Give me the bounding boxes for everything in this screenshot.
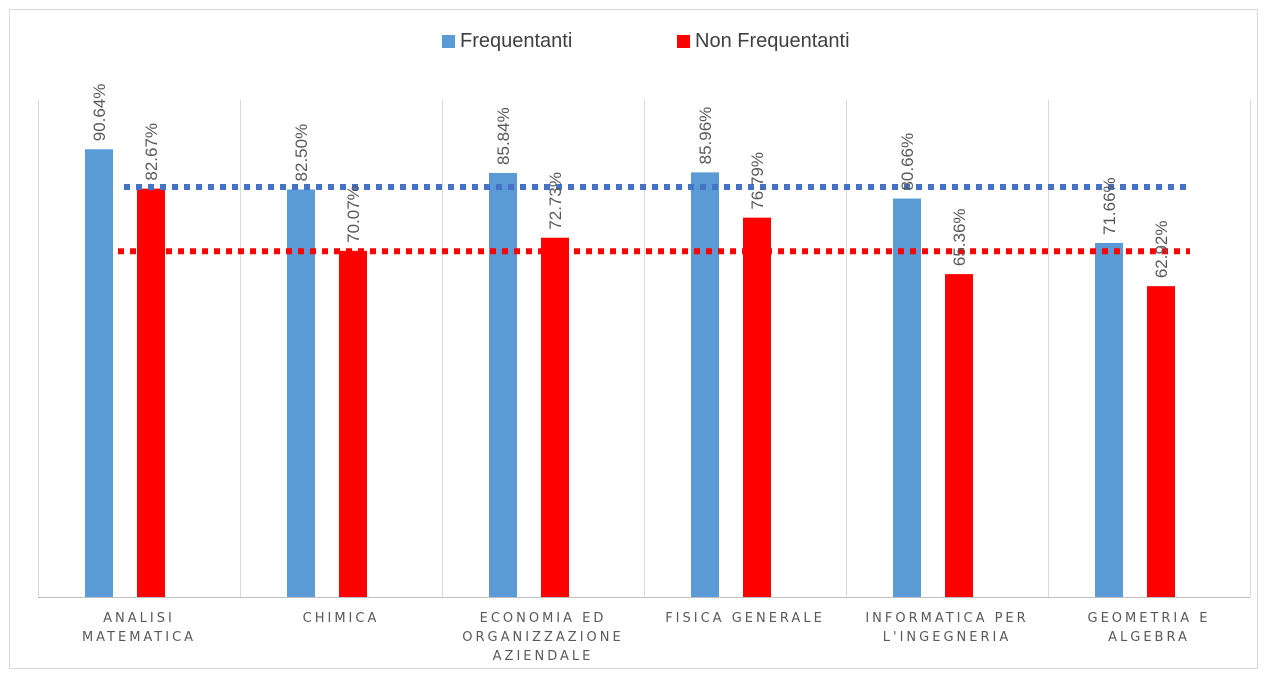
bar xyxy=(339,250,367,598)
bar xyxy=(945,274,973,597)
data-label: 72.73% xyxy=(546,172,565,230)
data-label: 70.07% xyxy=(344,185,363,243)
bar xyxy=(1095,242,1123,597)
category-label: CHIMICA xyxy=(303,611,380,626)
category-label: INFORMATICA PER xyxy=(865,611,1028,626)
bar xyxy=(743,217,771,597)
chart-frame xyxy=(9,9,1258,669)
bar xyxy=(893,198,921,597)
legend-swatch-frequentanti xyxy=(442,35,455,48)
data-label: 82.67% xyxy=(142,123,161,181)
category-label: ORGANIZZAZIONE xyxy=(462,630,623,645)
data-label: 90.64% xyxy=(90,84,109,142)
category-label: ECONOMIA ED xyxy=(480,611,607,626)
legend-swatch-non-frequentanti xyxy=(677,35,690,48)
legend-label-frequentanti: Frequentanti xyxy=(460,30,573,52)
category-label: FISICA GENERALE xyxy=(665,611,825,626)
data-label: 71.66% xyxy=(1100,177,1119,235)
data-label: 65.36% xyxy=(950,208,969,266)
legend: Frequentanti Non Frequentanti xyxy=(0,30,1269,60)
legend-item-frequentanti: Frequentanti xyxy=(442,30,572,53)
bar xyxy=(489,172,517,598)
data-label: 80.66% xyxy=(898,133,917,191)
data-label: 85.84% xyxy=(494,107,513,165)
bar xyxy=(541,237,569,597)
category-label: GEOMETRIA E xyxy=(1088,611,1211,626)
legend-label-non-frequentanti: Non Frequentanti xyxy=(695,30,850,52)
category-label: ANALISI xyxy=(103,611,175,626)
category-label: MATEMATICA xyxy=(82,630,196,645)
bar xyxy=(287,189,315,597)
category-label: ALGEBRA xyxy=(1108,630,1190,645)
data-label: 76.79% xyxy=(748,152,767,210)
category-label: L'INGEGNERIA xyxy=(883,630,1011,645)
data-label: 82.50% xyxy=(292,124,311,182)
data-label: 85.96% xyxy=(696,107,715,165)
bar xyxy=(137,188,165,597)
legend-item-non-frequentanti: Non Frequentanti xyxy=(677,30,850,53)
bar xyxy=(1147,286,1175,597)
bar xyxy=(691,172,719,597)
data-label: 62.92% xyxy=(1152,221,1171,279)
bar xyxy=(85,149,113,597)
category-label: AZIENDALE xyxy=(493,649,594,664)
